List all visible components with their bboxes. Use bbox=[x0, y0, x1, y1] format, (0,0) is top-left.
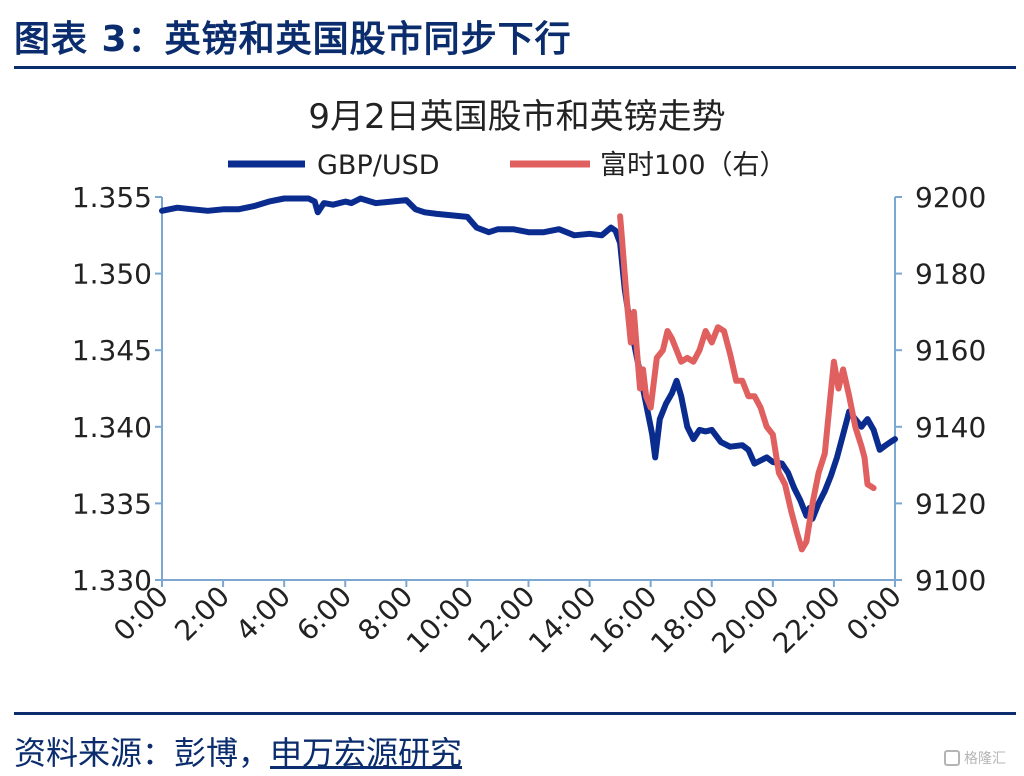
chart: 9月2日英国股市和英镑走势 GBP/USD 富时100（右） 1.330 1.33… bbox=[72, 97, 986, 660]
y-right-tick-label: 9140 bbox=[915, 411, 986, 444]
source-note: 资料来源：彭博，申万宏源研究 bbox=[14, 728, 462, 774]
y-left-tick-label: 1.355 bbox=[72, 181, 152, 214]
legend-item-gbpusd: GBP/USD bbox=[228, 150, 440, 181]
x-tick-label: 0:00 bbox=[840, 580, 908, 648]
x-tick-label: 2:00 bbox=[168, 580, 236, 648]
y-left-tick-label: 1.330 bbox=[72, 564, 152, 597]
x-tick-label: 20:00 bbox=[705, 580, 785, 660]
x-tick-label: 4:00 bbox=[229, 580, 297, 648]
watermark-logo-icon bbox=[944, 750, 960, 766]
y-right-tick-label: 9120 bbox=[915, 487, 986, 520]
series-layer bbox=[159, 195, 898, 553]
legend-label-ftse100: 富时100（右） bbox=[600, 150, 787, 181]
y-left-tick-label: 1.335 bbox=[72, 487, 152, 520]
legend-item-ftse100: 富时100（右） bbox=[510, 150, 787, 181]
watermark: 格隆汇 bbox=[944, 748, 1006, 768]
watermark-text: 格隆汇 bbox=[964, 751, 1006, 767]
y-right-tick-label: 9200 bbox=[915, 181, 986, 214]
x-tick-label: 12:00 bbox=[461, 580, 541, 660]
legend-label-gbpusd: GBP/USD bbox=[317, 150, 440, 181]
y-right-tick-label: 9160 bbox=[915, 334, 986, 367]
series-line-gbpusd bbox=[159, 195, 898, 522]
x-tick-label: 6:00 bbox=[290, 580, 358, 648]
figure-title: 图表 3：英镑和英国股市同步下行 bbox=[14, 19, 572, 60]
series-line-ftse100 bbox=[617, 213, 877, 553]
title-rule bbox=[14, 66, 1016, 69]
y-left-tick-label: 1.350 bbox=[72, 258, 152, 291]
y-left-tick-label: 1.340 bbox=[72, 411, 152, 444]
legend: GBP/USD 富时100（右） bbox=[228, 150, 787, 181]
x-tick-label: 16:00 bbox=[583, 580, 663, 660]
x-tick-label: 22:00 bbox=[766, 580, 846, 660]
x-tick-label: 18:00 bbox=[644, 580, 724, 660]
y-right-tick-label: 9100 bbox=[915, 564, 986, 597]
source-publisher[interactable]: 申万宏源研究 bbox=[270, 734, 463, 772]
x-tick-label: 10:00 bbox=[400, 580, 480, 660]
x-tick-label: 14:00 bbox=[522, 580, 602, 660]
y-left-tick-label: 1.345 bbox=[72, 334, 152, 367]
source-prefix: 资料来源：彭博， bbox=[14, 734, 271, 772]
source-rule bbox=[14, 712, 1016, 715]
y-right-tick-label: 9180 bbox=[915, 258, 986, 291]
chart-title: 9月2日英国股市和英镑走势 bbox=[308, 97, 725, 137]
